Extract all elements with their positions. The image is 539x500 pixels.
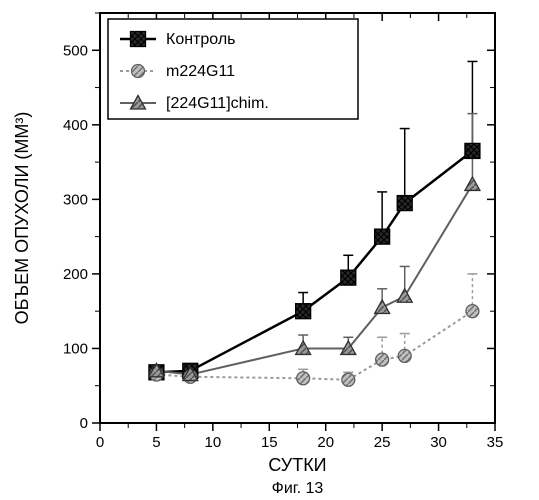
legend-label: Контроль (166, 31, 236, 48)
x-tick-label: 0 (96, 434, 104, 451)
x-tick-label: 5 (152, 434, 160, 451)
x-tick-label: 15 (261, 434, 278, 451)
data-marker (397, 289, 412, 303)
y-tick-label: 300 (63, 191, 88, 208)
data-marker (465, 177, 480, 191)
data-marker (296, 304, 311, 319)
figure-caption: Фиг. 13 (272, 480, 324, 497)
y-tick-label: 500 (63, 42, 88, 59)
series-line-m224 (156, 311, 472, 380)
x-tick-label: 20 (317, 434, 334, 451)
data-marker (465, 143, 480, 158)
y-tick-label: 200 (63, 266, 88, 283)
legend-label: [224G11]chim. (166, 95, 269, 112)
series-markers (149, 143, 480, 386)
x-tick-label: 35 (487, 434, 504, 451)
chart-container: 0 5 10 15 20 25 30 35 0 100 200 300 400 500 ОБЪЕМ ОПУХ… (0, 0, 539, 500)
data-marker (341, 270, 356, 285)
y-tick-label: 400 (63, 117, 88, 134)
tumor-volume-chart: 0 5 10 15 20 25 30 35 0 100 200 300 400 500 ОБЪЕМ ОПУХ… (0, 0, 539, 500)
data-marker (397, 196, 412, 211)
legend: Контроль m224G11 [224G11]chim. (108, 19, 358, 119)
data-marker (297, 372, 310, 385)
series-lines (156, 151, 472, 380)
data-marker (376, 353, 389, 366)
x-tick-label: 30 (430, 434, 447, 451)
x-tick-label: 10 (205, 434, 222, 451)
series-line-chim (156, 184, 472, 374)
data-marker (375, 229, 390, 244)
data-marker (132, 65, 145, 78)
y-axis-label: ОБЪЕМ ОПУХОЛИ (ММ³) (12, 112, 32, 325)
legend-label: m224G11 (166, 63, 235, 80)
y-tick-label: 100 (63, 340, 88, 357)
data-marker (375, 300, 390, 314)
x-tick-label: 25 (374, 434, 391, 451)
data-marker (466, 305, 479, 318)
y-tick-label: 0 (80, 415, 88, 432)
data-marker (131, 32, 146, 47)
data-marker (342, 373, 355, 386)
data-marker (398, 349, 411, 362)
x-axis-label: СУТКИ (268, 455, 326, 475)
